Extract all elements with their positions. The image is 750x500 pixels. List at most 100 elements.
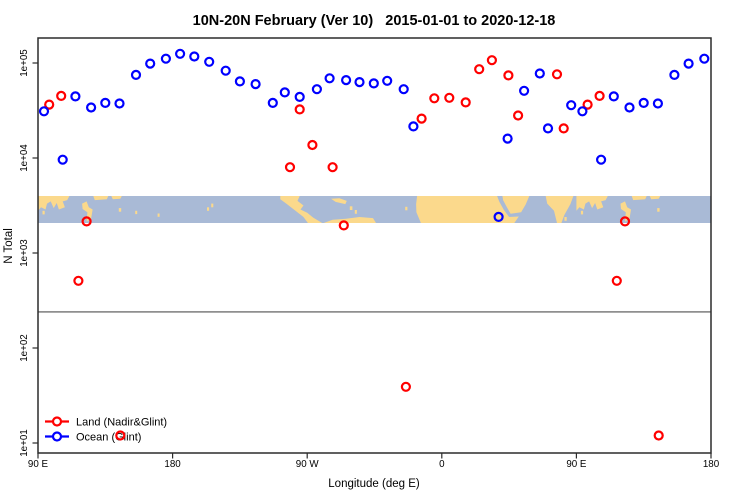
map-land-shape (545, 196, 574, 223)
chart-title: 10N-20N February (Ver 10) 2015-01-01 to … (193, 13, 556, 29)
legend-label-land: Land (Nadir&Glint) (76, 417, 167, 429)
data-point-land (503, 70, 514, 81)
data-point-land (558, 123, 569, 134)
data-point-land (429, 93, 440, 104)
data-point-land (444, 92, 455, 103)
data-point-ocean (354, 76, 365, 88)
data-point-ocean (502, 133, 513, 144)
map-land-shape (331, 198, 347, 205)
data-point-ocean (234, 76, 245, 87)
data-point-ocean (57, 154, 68, 165)
data-point-land (284, 162, 296, 173)
map-ocean (38, 196, 711, 223)
y-tick-label: 1e+05 (19, 49, 30, 77)
map-land-shape (657, 208, 660, 212)
data-point-land (115, 430, 126, 441)
data-point-land (582, 99, 593, 110)
data-point-ocean (250, 78, 261, 90)
map-land-shape (42, 210, 45, 215)
x-tick-label: 180 (164, 459, 181, 470)
world-map-band (38, 196, 711, 223)
map-land-shape (502, 196, 530, 214)
data-point-ocean (398, 84, 409, 95)
map-land-shape (280, 196, 323, 223)
map-land-shape (416, 196, 514, 223)
data-point-ocean (341, 74, 352, 86)
map-land-shape (405, 206, 408, 211)
legend: Land (Nadir&Glint) Ocean (Glint) (45, 416, 167, 444)
y-tick-label: 1e+04 (19, 144, 30, 172)
map-land-shape (564, 217, 567, 221)
data-point-land (551, 69, 563, 80)
map-land-shape (580, 210, 584, 215)
data-point-land (619, 216, 631, 227)
data-point-ocean (324, 73, 335, 84)
y-tick-label: 1e+01 (19, 429, 30, 457)
y-axis-title: N Total (3, 228, 15, 264)
data-point-ocean (267, 97, 278, 109)
data-point-ocean (683, 58, 694, 69)
data-point-land (44, 99, 55, 110)
data-point-ocean (595, 154, 607, 165)
data-point-land (486, 55, 497, 66)
data-point-ocean (608, 91, 619, 102)
map-land-shape (354, 210, 357, 214)
data-point-land (460, 97, 471, 108)
data-point-land (294, 104, 305, 115)
data-points (38, 48, 710, 441)
map-land-shape (207, 207, 210, 211)
map-land-shape (349, 206, 353, 210)
data-point-ocean (294, 91, 305, 103)
data-point-ocean (311, 84, 322, 95)
data-point-land (512, 110, 524, 121)
map-land-shape (620, 201, 631, 222)
legend-label-ocean: Ocean (Glint) (76, 432, 141, 444)
data-point-land (653, 430, 664, 441)
data-point-land (474, 64, 485, 75)
plot-border (37, 37, 712, 454)
data-point-ocean (114, 98, 125, 109)
map-land-shape (118, 208, 122, 212)
axes: 90 E 180 90 W 0 90 E 180 1e+01 1e+02 1e+03 1e+04 1… (19, 37, 720, 470)
data-point-land (400, 381, 411, 392)
map-land-shape (576, 196, 608, 211)
legend-marker-land-icon (51, 416, 63, 427)
data-point-ocean (100, 97, 111, 109)
data-point-ocean (624, 102, 635, 113)
data-point-ocean (175, 48, 186, 59)
data-point-land (327, 162, 338, 173)
map-land-shape (135, 210, 138, 215)
map-land-shape (506, 216, 519, 223)
data-point-ocean (368, 78, 379, 89)
x-tick-label: 0 (439, 459, 445, 470)
y-tick-label: 1e+03 (19, 239, 30, 267)
data-point-land (73, 275, 84, 286)
map-land-shape (93, 196, 109, 201)
data-point-ocean (160, 53, 171, 64)
data-point-ocean (130, 69, 142, 81)
x-axis-title: Longitude (deg E) (328, 478, 420, 490)
data-point-ocean (189, 51, 200, 62)
map-land-shape (38, 196, 70, 211)
map-land-shape (631, 196, 647, 201)
data-point-land (416, 113, 427, 124)
x-tick-label: 90 E (566, 459, 587, 470)
map-land-shape (649, 196, 661, 200)
data-point-ocean (518, 85, 530, 96)
data-point-ocean (408, 121, 419, 132)
x-tick-label: 90 W (296, 459, 320, 470)
data-point-land (56, 90, 67, 102)
data-point-ocean (220, 65, 231, 76)
data-point-ocean (70, 91, 81, 102)
legend-marker-ocean-icon (51, 431, 63, 442)
data-point-ocean (577, 106, 588, 117)
data-point-ocean (493, 211, 504, 222)
x-tick-label: 90 E (28, 459, 49, 470)
data-point-ocean (699, 53, 710, 64)
data-point-ocean (38, 106, 50, 117)
map-land-shape (111, 196, 122, 200)
data-point-ocean (534, 68, 545, 79)
map-land-shape (323, 217, 376, 223)
